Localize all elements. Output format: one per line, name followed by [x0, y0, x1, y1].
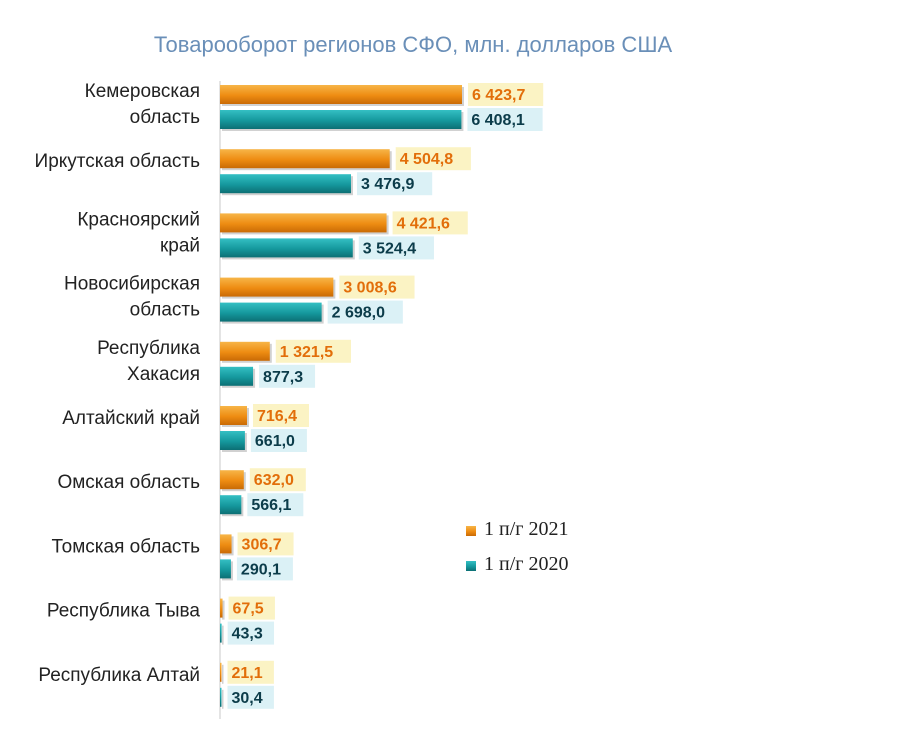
category-label: Хакасия — [127, 364, 200, 385]
category-label: Томская область — [52, 536, 201, 557]
data-label-bg — [237, 532, 294, 556]
bar-shadow — [222, 600, 225, 620]
data-label-2021: 4 504,8 — [400, 151, 453, 168]
category-label: область — [130, 107, 200, 128]
category-label: Иркутская область — [35, 151, 201, 172]
data-label-2020: 30,4 — [232, 690, 263, 707]
data-label-2020: 566,1 — [251, 497, 291, 514]
data-label-2020: 877,3 — [263, 369, 303, 386]
bar-2020 — [220, 687, 222, 707]
data-label-bg — [275, 339, 351, 363]
bar-2020 — [220, 495, 242, 515]
data-label-2021: 3 008,6 — [343, 280, 396, 297]
data-label-2021: 21,1 — [232, 665, 263, 682]
bar-2021 — [220, 149, 390, 169]
data-label-bg — [327, 300, 403, 324]
data-label-2021: 4 421,6 — [397, 215, 450, 232]
bar-2021 — [220, 470, 244, 490]
data-label-2020: 43,3 — [232, 626, 263, 643]
category-label: Красноярский — [77, 209, 200, 230]
data-label-2021: 306,7 — [242, 536, 282, 553]
data-label-bg — [392, 211, 468, 235]
bar-2021 — [220, 277, 334, 297]
data-label-2021: 67,5 — [233, 601, 264, 618]
bar-2021 — [220, 406, 247, 425]
data-label-bg — [358, 236, 434, 260]
bar-2021 — [220, 213, 387, 233]
data-label-2021: 716,4 — [257, 408, 297, 425]
category-label: Кемеровская — [85, 81, 200, 102]
category-label: область — [130, 300, 200, 321]
data-label-bg — [356, 172, 433, 196]
legend-label-2021: 1 п/г 2021 — [484, 518, 568, 540]
bar-2021 — [220, 662, 222, 682]
data-label-bg — [247, 493, 304, 517]
legend-swatch-2021 — [466, 526, 476, 536]
data-label-bg — [227, 621, 275, 645]
data-label-2021: 6 423,7 — [472, 87, 525, 104]
category-label: Омская область — [57, 472, 200, 493]
category-labels: Кемеровская область Иркутская область Красн… — [35, 81, 201, 686]
data-label-2020: 2 698,0 — [332, 305, 385, 322]
data-label-bg — [252, 404, 309, 427]
data-label-bg — [468, 83, 544, 106]
bar-shadow — [222, 625, 224, 645]
bar-2020 — [220, 238, 353, 258]
category-label: Новосибирская — [64, 274, 200, 295]
bar-2020 — [220, 431, 245, 450]
data-label-2020: 3 476,9 — [361, 176, 414, 193]
category-label: Алтайский край — [62, 408, 200, 429]
bar-2020 — [220, 366, 254, 386]
category-label: край — [160, 235, 200, 256]
bar-2021 — [220, 85, 462, 104]
category-label: Республика Алтай — [38, 665, 200, 686]
data-label-2020: 3 524,4 — [363, 240, 416, 257]
bar-shadow — [222, 689, 224, 709]
bar-2020 — [220, 110, 462, 129]
data-label-2020: 661,0 — [255, 433, 295, 450]
bar-2020 — [220, 302, 322, 322]
data-label-bg — [259, 364, 316, 388]
bar-2021 — [220, 341, 270, 361]
data-label-2020: 290,1 — [241, 561, 281, 578]
data-label-bg — [249, 468, 306, 492]
legend-label-2020: 1 п/г 2020 — [484, 553, 568, 575]
chart-title: Товарооборот регионов СФО, млн. долларов… — [154, 32, 673, 57]
bar-2020 — [220, 174, 351, 194]
data-label-bg — [339, 275, 415, 299]
data-label-bg — [467, 108, 543, 131]
data-label-2021: 1 321,5 — [280, 344, 333, 361]
data-label-2021: 632,0 — [254, 472, 294, 489]
data-label-bg — [236, 557, 293, 581]
data-label-2020: 6 408,1 — [471, 112, 524, 129]
data-label-bg — [395, 147, 471, 171]
data-label-bg — [228, 596, 275, 620]
bar-2021 — [220, 598, 223, 618]
bars-group: 6 423,7 6 408,1 4 504,8 3 476,9 4 421,6 3 524… — [220, 83, 544, 709]
category-label: Республика Тыва — [47, 601, 201, 622]
category-label: Республика — [97, 338, 200, 359]
legend: 1 п/г 2021 1 п/г 2020 — [466, 518, 568, 575]
bar-shadow — [222, 664, 224, 684]
bar-2020 — [220, 623, 222, 643]
data-label-bg — [250, 429, 307, 452]
bar-2021 — [220, 534, 232, 554]
legend-swatch-2020 — [466, 561, 476, 571]
bar-2020 — [220, 559, 231, 579]
data-label-bg — [227, 660, 274, 684]
data-label-bg — [227, 685, 274, 709]
